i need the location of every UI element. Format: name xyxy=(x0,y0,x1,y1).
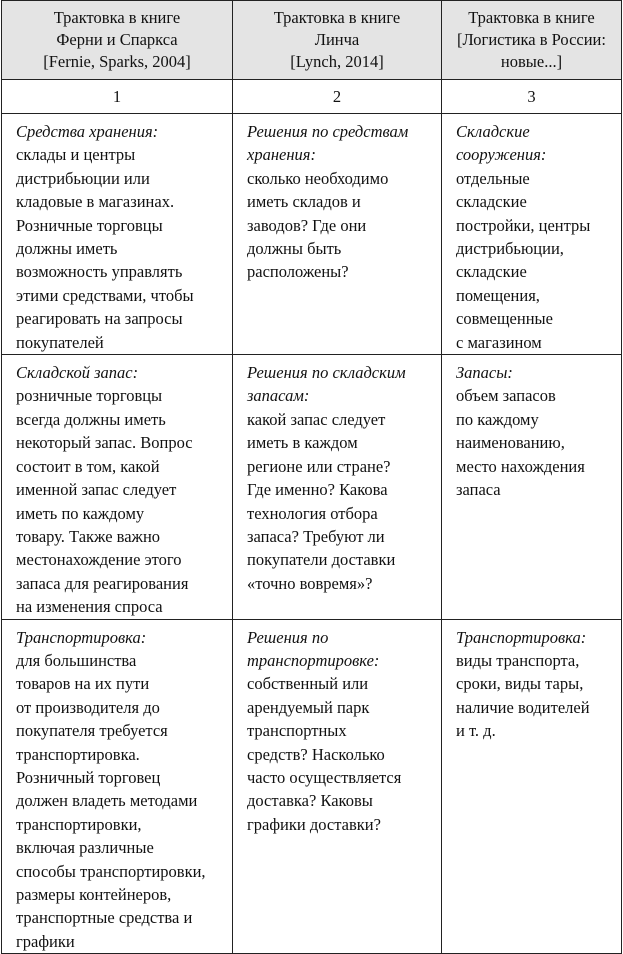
cell-title: Решения по складским запасам: xyxy=(247,363,406,406)
table-cell: Запасы: объем запасов по каждому наименов… xyxy=(441,354,622,620)
cell-text: сколько необходимо иметь складов и завод… xyxy=(247,168,389,282)
header-cell: Трактовка в книге [Логистика в России: н… xyxy=(441,0,622,80)
table-cell: Средства хранения: склады и центры дистри… xyxy=(1,112,233,356)
header-text: Трактовка в книге Ферни и Спаркса [Ferni… xyxy=(43,8,191,71)
header-cell: Трактовка в книге Линча [Lynch, 2014] xyxy=(232,0,442,80)
cell-title: Решения по средствам хранения: xyxy=(247,122,409,165)
cell-text: розничные торговцы всегда должны иметь н… xyxy=(16,386,193,617)
table-cell: Решения по средствам хранения: сколько не… xyxy=(232,112,442,356)
column-number: 1 xyxy=(1,79,233,114)
header-text: Трактовка в книге Линча [Lynch, 2014] xyxy=(273,8,401,71)
cell-text: склады и центры дистрибьюции или кладовы… xyxy=(16,145,194,352)
cell-title: Складские сооружения: xyxy=(456,122,547,165)
table-cell: Транспортировка: для большинства товаров … xyxy=(1,618,233,954)
cell-title: Средства хранения: xyxy=(16,122,159,141)
column-number-row: 1 2 3 xyxy=(1,79,622,114)
table-cell: Складской запас: розничные торговцы всегд… xyxy=(1,354,233,620)
table-row: Складской запас: розничные торговцы всегд… xyxy=(1,354,622,620)
cell-text: объем запасов по каждому наименованию, м… xyxy=(456,386,585,500)
cell-text: для большинства товаров на их пути от пр… xyxy=(16,650,206,951)
cell-text: собственный или арендуемый парк транспор… xyxy=(247,674,402,834)
table-cell: Складские сооружения: отдельные складские… xyxy=(441,112,622,356)
cell-text: отдельные складские постройки, центры ди… xyxy=(456,168,591,352)
table-cell: Решения по транспортировке: собственный и… xyxy=(232,618,442,954)
header-row: Трактовка в книге Ферни и Спаркса [Ferni… xyxy=(1,0,622,80)
cell-text: виды транспорта, сроки, виды тары, налич… xyxy=(456,650,590,741)
cell-title: Решения по транспортировке: xyxy=(247,627,380,670)
header-text: Трактовка в книге [Логистика в России: н… xyxy=(457,8,606,71)
table-row: Средства хранения: склады и центры дистри… xyxy=(1,112,622,356)
header-cell: Трактовка в книге Ферни и Спаркса [Ferni… xyxy=(1,0,233,80)
cell-text: какой запас следует иметь в каждом регио… xyxy=(247,409,396,593)
table-row: Транспортировка: для большинства товаров … xyxy=(1,618,622,954)
table-cell: Транспортировка: виды транспорта, сроки, … xyxy=(441,618,622,954)
cell-title: Складской запас: xyxy=(16,363,139,383)
cell-title: Транспортировка: xyxy=(456,627,587,647)
cell-title: Запасы: xyxy=(456,363,513,383)
cell-title: Транспортировка: xyxy=(16,627,147,647)
table-cell: Решения по складским запасам: какой запас… xyxy=(232,354,442,620)
column-number: 3 xyxy=(441,79,622,114)
column-number: 2 xyxy=(232,79,442,114)
